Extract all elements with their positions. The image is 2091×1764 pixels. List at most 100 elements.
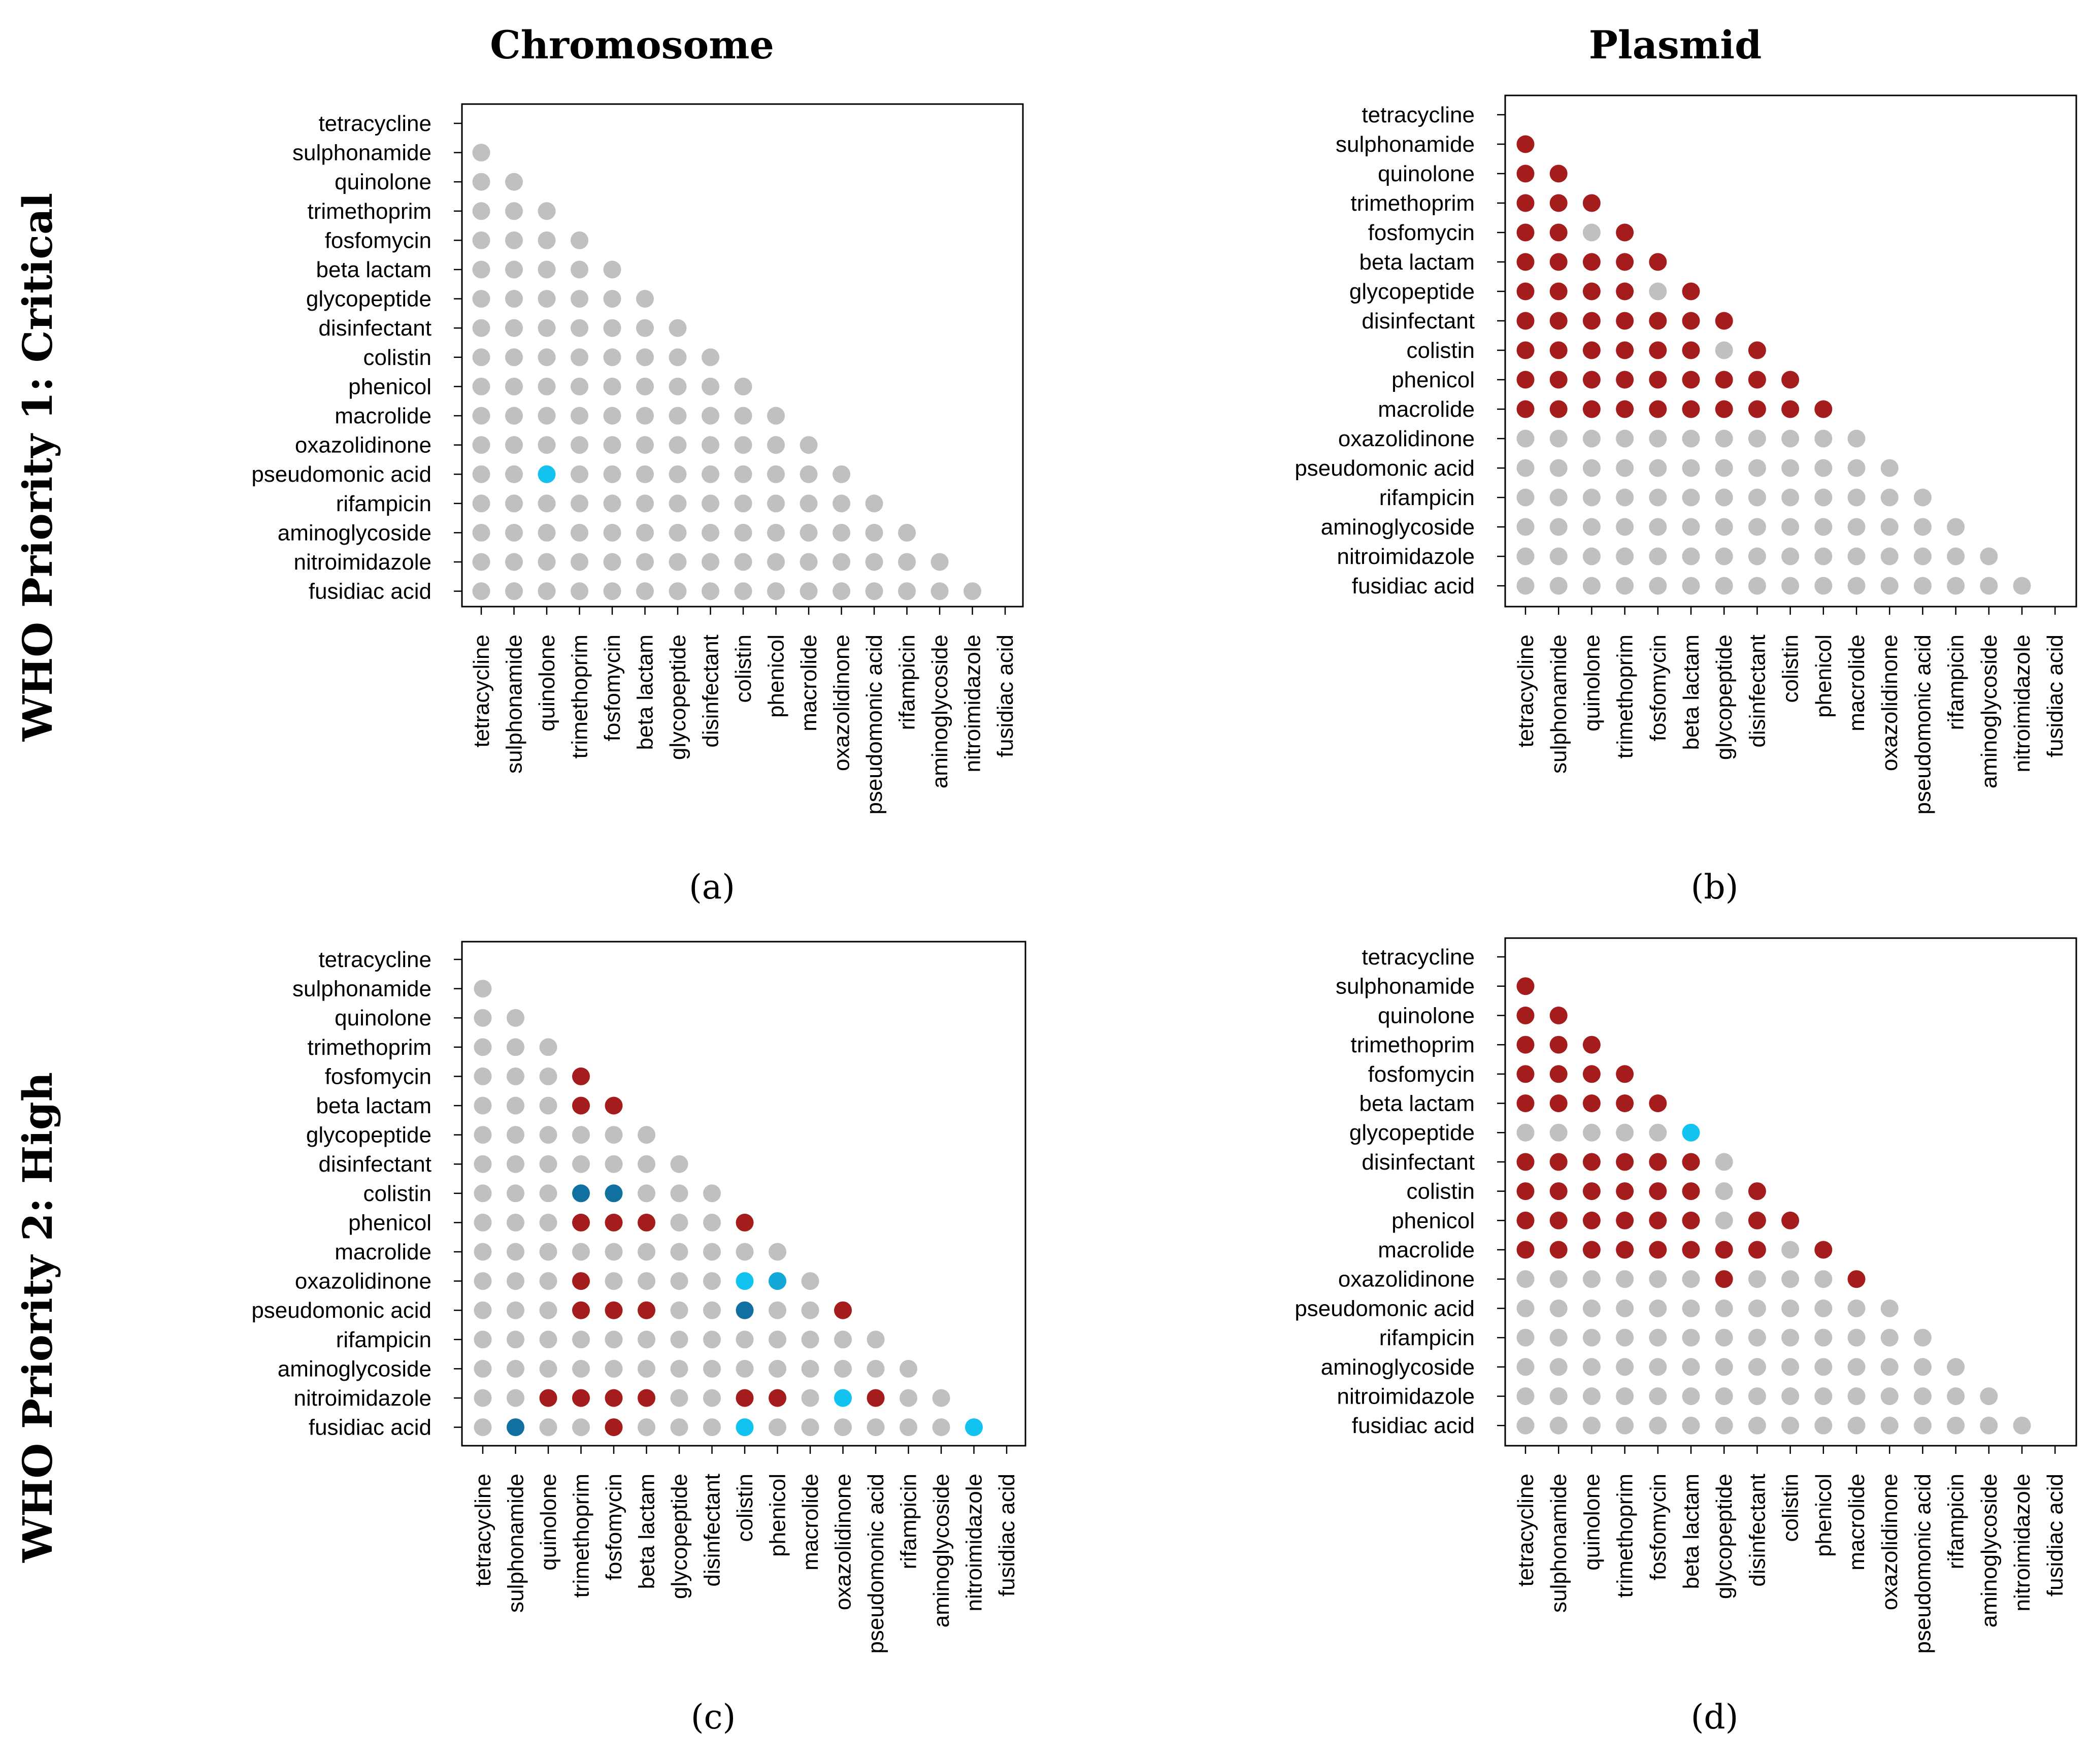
data-point — [571, 231, 588, 249]
y-tick-label: trimethoprim — [1351, 191, 1475, 216]
x-tick-label: glycopeptide — [1712, 1474, 1737, 1599]
data-point — [1715, 459, 1733, 477]
data-point — [669, 523, 687, 542]
panel-label: (b) — [1691, 868, 1739, 907]
data-point — [638, 1330, 655, 1349]
data-point — [867, 1418, 885, 1437]
data-point — [1616, 459, 1634, 477]
data-point — [736, 1272, 754, 1290]
data-point — [572, 1184, 590, 1203]
data-point — [605, 1155, 623, 1173]
data-point — [1748, 518, 1766, 536]
data-point — [1814, 1416, 1833, 1435]
panel-b: tetracycline tetracycline sulphonamide sulp… — [1295, 94, 2077, 907]
data-point — [636, 465, 654, 483]
data-point — [1880, 1416, 1899, 1435]
x-tick-label: nitroimidazole — [2010, 1474, 2035, 1611]
data-point — [1649, 1416, 1667, 1435]
data-point — [1682, 1328, 1700, 1347]
data-point — [1814, 1299, 1833, 1317]
data-point — [1649, 341, 1667, 359]
data-point — [605, 1272, 623, 1290]
data-point — [1814, 1241, 1833, 1259]
data-point — [603, 553, 621, 571]
y-tick-label: colistin — [1407, 1179, 1475, 1204]
data-point — [605, 1330, 623, 1349]
data-point — [703, 1418, 721, 1437]
data-point — [1814, 1270, 1833, 1288]
data-point — [539, 1126, 557, 1144]
data-point — [801, 1418, 819, 1437]
data-point — [1748, 429, 1766, 448]
data-point — [834, 1301, 852, 1319]
x-tick-label: glycopeptide — [1712, 635, 1737, 760]
data-point — [834, 1359, 852, 1378]
data-point — [1715, 547, 1733, 565]
panel-label: (d) — [1691, 1698, 1739, 1737]
x-tick-label: phenicol — [1811, 1474, 1836, 1557]
x-tick-label: aminoglycoside — [1977, 1474, 2002, 1627]
y-tick-label: colistin — [1407, 338, 1475, 363]
data-point — [507, 1184, 524, 1203]
data-point — [1649, 1358, 1667, 1376]
data-point — [1781, 371, 1800, 389]
data-point — [571, 348, 588, 367]
data-point — [603, 523, 621, 542]
data-point — [1516, 135, 1535, 153]
data-point — [1947, 547, 1965, 565]
data-point — [1781, 459, 1800, 477]
data-point — [474, 1389, 492, 1407]
data-point — [1880, 577, 1899, 595]
x-tick-label: pseudomonic acid — [862, 635, 887, 815]
data-point — [1582, 1123, 1601, 1142]
data-point — [571, 523, 588, 542]
x-tick-label: quinolone — [535, 635, 559, 731]
data-point — [505, 348, 523, 367]
x-tick-label: nitroimidazole — [2010, 635, 2035, 772]
x-tick-label: fosfomycin — [602, 1474, 626, 1580]
data-point — [638, 1243, 655, 1261]
data-point — [572, 1155, 590, 1173]
y-tick-label: disinfectant — [318, 1152, 432, 1177]
data-point — [1748, 1211, 1766, 1229]
data-point — [603, 465, 621, 483]
data-point — [1847, 459, 1866, 477]
data-point — [736, 1418, 754, 1437]
data-point — [538, 494, 556, 513]
y-tick-label: tetracycline — [318, 947, 432, 972]
data-point — [638, 1155, 655, 1173]
data-point — [1549, 1416, 1568, 1435]
data-point — [1814, 577, 1833, 595]
data-point — [703, 1272, 721, 1290]
data-point — [1549, 253, 1568, 271]
data-point — [1582, 1094, 1601, 1112]
panel-d: tetracycline tetracycline sulphonamide sulp… — [1295, 937, 2077, 1737]
x-tick-label: fosfomycin — [600, 635, 625, 741]
data-point — [1947, 577, 1965, 595]
data-point — [767, 436, 785, 454]
y-tick-label: beta lactam — [316, 1093, 432, 1118]
data-point — [636, 582, 654, 601]
data-point — [1649, 459, 1667, 477]
data-point — [1549, 577, 1568, 595]
data-point — [1715, 1211, 1733, 1229]
data-point — [1781, 1241, 1800, 1259]
data-point — [769, 1418, 786, 1437]
data-point — [1682, 488, 1700, 507]
data-point — [505, 319, 523, 337]
data-point — [1880, 1299, 1899, 1317]
data-point — [605, 1213, 623, 1232]
data-point — [538, 319, 556, 337]
data-point — [539, 1389, 557, 1407]
data-point — [1748, 459, 1766, 477]
data-point — [1847, 429, 1866, 448]
data-point — [1516, 1065, 1535, 1083]
data-point — [636, 377, 654, 395]
data-point — [1781, 547, 1800, 565]
data-point — [1516, 1036, 1535, 1054]
data-point — [472, 494, 490, 513]
data-point — [571, 377, 588, 395]
data-point — [670, 1243, 688, 1261]
data-point — [670, 1155, 688, 1173]
data-point — [603, 290, 621, 308]
